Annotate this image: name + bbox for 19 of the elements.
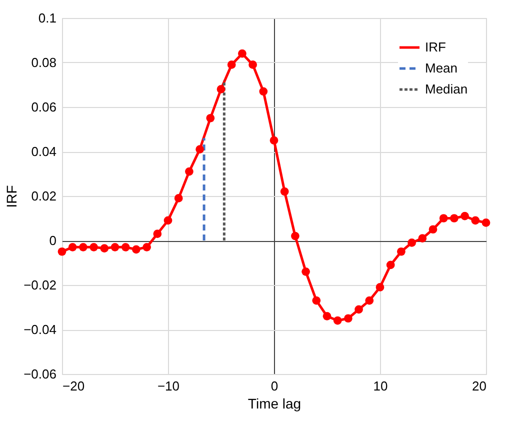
x-tick-label: −20: [62, 378, 85, 394]
y-tick-label: −0.06: [24, 366, 56, 382]
y-tick-label: 0.06: [31, 100, 56, 114]
x-tick-label: 20: [472, 378, 486, 394]
y-tick-label: 0.04: [31, 144, 56, 159]
x-axis-title: Time lag: [248, 396, 302, 412]
legend-label: IRF: [425, 40, 446, 54]
y-tick-label: −0.02: [24, 278, 56, 292]
y-tick-label: 0: [49, 233, 56, 248]
y-tick-label: 0.02: [31, 188, 56, 204]
y-axis-title: IRF: [4, 185, 20, 208]
x-tick-label: 10: [373, 378, 388, 394]
y-tick-label: 0.08: [31, 55, 56, 70]
x-tick-label: 0: [270, 378, 278, 394]
legend-label: Median: [425, 82, 468, 96]
x-tick-label: −10: [157, 378, 180, 394]
y-tick-label: −0.04: [24, 322, 56, 337]
y-tick-label: 0.1: [38, 10, 56, 26]
legend-label: Mean: [425, 60, 458, 76]
